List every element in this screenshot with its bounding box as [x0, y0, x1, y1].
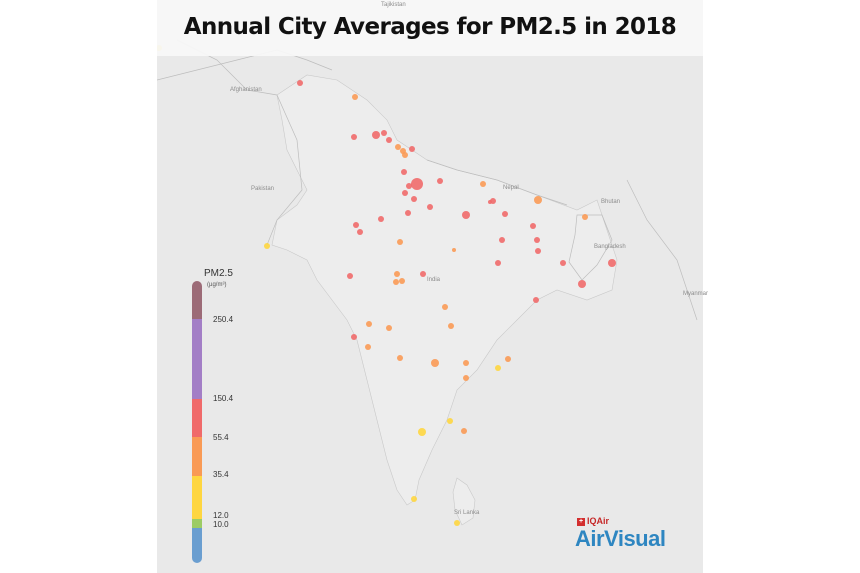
border-myanmar [626, 179, 698, 321]
legend-tick-250: 250.4 [213, 315, 234, 324]
label-india: India [427, 277, 441, 283]
city-marker[interactable] [297, 80, 303, 86]
border-pakistan [176, 39, 303, 246]
city-marker[interactable] [411, 178, 423, 190]
landmass-india [271, 74, 618, 506]
city-marker[interactable] [462, 211, 470, 219]
city-marker[interactable] [347, 273, 353, 279]
city-marker[interactable] [560, 260, 566, 266]
legend-band-good [192, 528, 202, 563]
city-marker[interactable] [386, 325, 392, 331]
title-band [157, 0, 703, 56]
legend-tick-150: 150.4 [213, 394, 234, 403]
city-marker[interactable] [431, 359, 439, 367]
city-marker[interactable] [411, 196, 417, 202]
city-marker[interactable] [386, 137, 392, 143]
iqair-logo[interactable]: + IQAir [577, 516, 609, 526]
city-marker[interactable] [352, 94, 358, 100]
legend-band-moderate [192, 476, 202, 519]
legend-title: PM2.5 [204, 268, 233, 279]
city-marker[interactable] [452, 248, 456, 252]
city-marker[interactable] [534, 237, 540, 243]
city-marker[interactable] [582, 214, 588, 220]
city-marker[interactable] [402, 190, 408, 196]
city-marker[interactable] [395, 144, 401, 150]
city-marker[interactable] [442, 304, 448, 310]
label-sri-lanka: Sri Lanka [454, 510, 480, 516]
city-marker[interactable] [454, 520, 460, 526]
city-marker[interactable] [427, 204, 433, 210]
airvisual-logo[interactable]: AirVisual [575, 526, 666, 551]
city-marker[interactable] [351, 334, 357, 340]
map-canvas[interactable] [157, 0, 703, 573]
city-marker[interactable] [381, 130, 387, 136]
legend-tick-35: 35.4 [213, 470, 229, 479]
city-marker[interactable] [480, 181, 486, 187]
city-marker[interactable] [397, 355, 403, 361]
city-marker[interactable] [394, 271, 400, 277]
swiss-cross-icon: + [577, 517, 585, 526]
city-marker[interactable] [366, 321, 372, 327]
city-marker[interactable] [397, 239, 403, 245]
city-marker[interactable] [488, 200, 492, 204]
legend-band-hazardous [192, 281, 202, 319]
map-shapes [157, 39, 698, 526]
legend-band-good-upper [192, 519, 202, 528]
city-marker[interactable] [264, 243, 270, 249]
city-marker[interactable] [372, 131, 380, 139]
city-marker[interactable] [393, 279, 399, 285]
city-marker[interactable] [437, 178, 443, 184]
legend-band-very-unhealthy [192, 319, 202, 399]
border-bangladesh [568, 214, 613, 281]
city-marker[interactable] [378, 216, 384, 222]
city-marker[interactable] [495, 365, 501, 371]
city-marker[interactable] [495, 260, 501, 266]
city-marker[interactable] [357, 229, 363, 235]
map-title: Annual City Averages for PM2.5 in 2018 [183, 14, 677, 40]
legend-tick-12: 12.0 [213, 511, 229, 520]
city-marker[interactable] [505, 356, 511, 362]
city-marker[interactable] [399, 278, 405, 284]
city-marker[interactable] [411, 496, 417, 502]
city-marker[interactable] [405, 210, 411, 216]
city-marker[interactable] [461, 428, 467, 434]
city-marker[interactable] [420, 271, 426, 277]
city-marker[interactable] [401, 169, 407, 175]
legend-tick-10: 10.0 [213, 520, 229, 529]
label-bangladesh: Bangladesh [594, 244, 626, 250]
city-marker[interactable] [534, 196, 542, 204]
border-nepal [426, 159, 568, 206]
landmass-sri-lanka [452, 477, 476, 526]
city-marker[interactable] [530, 223, 536, 229]
city-marker[interactable] [353, 222, 359, 228]
city-marker[interactable] [418, 428, 426, 436]
city-marker[interactable] [533, 297, 539, 303]
city-marker[interactable] [502, 211, 508, 217]
legend-tick-55: 55.4 [213, 433, 229, 442]
city-marker[interactable] [499, 237, 505, 243]
city-marker[interactable] [402, 152, 408, 158]
label-afghanistan: Afghanistan [230, 87, 262, 93]
label-tajikistan: Tajikistan [381, 2, 406, 8]
city-marker[interactable] [365, 344, 371, 350]
legend-color-scale [192, 281, 202, 563]
label-myanmar: Myanmar [683, 291, 709, 297]
city-marker[interactable] [406, 183, 412, 189]
city-marker[interactable] [447, 418, 453, 424]
city-marker[interactable] [535, 248, 541, 254]
legend-unit: (µg/m³) [207, 282, 227, 288]
legend-band-unhealthy [192, 399, 202, 437]
city-marker[interactable] [608, 259, 616, 267]
city-marker[interactable] [463, 375, 469, 381]
city-marker[interactable] [448, 323, 454, 329]
iqair-brand: IQAir [587, 516, 610, 526]
label-bhutan: Bhutan [601, 199, 621, 205]
label-pakistan: Pakistan [251, 186, 275, 192]
city-marker[interactable] [409, 146, 415, 152]
city-marker[interactable] [463, 360, 469, 366]
legend-band-unhealthy-sensitive [192, 437, 202, 476]
city-marker[interactable] [351, 134, 357, 140]
label-nepal: Nepal [503, 185, 519, 191]
city-marker[interactable] [578, 280, 586, 288]
